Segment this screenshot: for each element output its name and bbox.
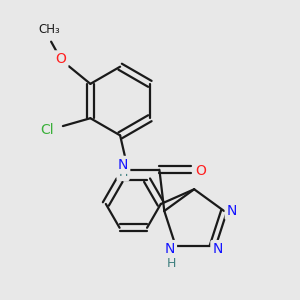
Text: N: N — [165, 242, 175, 256]
Text: H: H — [167, 257, 176, 270]
Text: N: N — [118, 158, 128, 172]
Text: Cl: Cl — [40, 123, 54, 137]
Text: O: O — [195, 164, 206, 178]
Text: CH₃: CH₃ — [38, 23, 60, 36]
Text: N: N — [227, 204, 237, 218]
Text: O: O — [56, 52, 66, 66]
Text: N: N — [212, 242, 223, 256]
Text: H: H — [118, 166, 128, 179]
